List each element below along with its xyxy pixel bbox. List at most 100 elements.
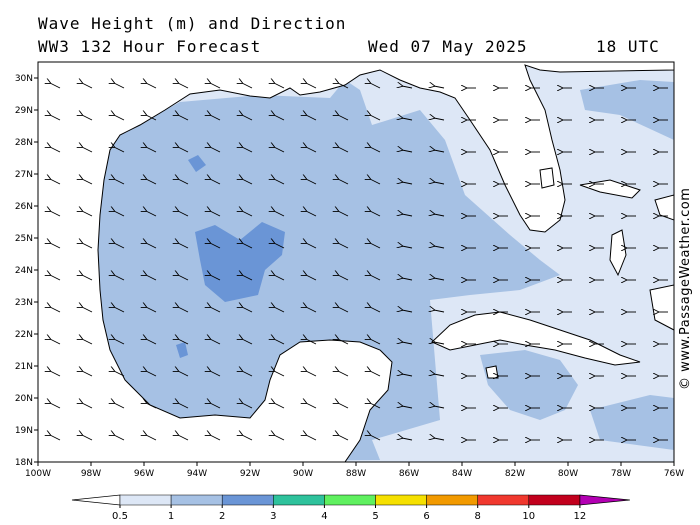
legend-label: 6 — [423, 511, 429, 522]
direction-arrow — [210, 115, 221, 121]
direction-arrow — [178, 115, 189, 121]
direction-arrow — [370, 243, 381, 249]
direction-arrow — [306, 307, 317, 313]
direction-arrow — [434, 374, 445, 377]
forecast-model: WW3 132 Hour Forecast — [38, 37, 262, 56]
land-us-mexico — [38, 62, 674, 462]
direction-arrow — [434, 406, 445, 409]
direction-arrow — [50, 211, 61, 217]
wave-band-2-3m — [195, 222, 285, 302]
direction-arrow — [178, 371, 189, 377]
lat-tick-label: 20N — [15, 394, 33, 404]
direction-arrow — [114, 179, 125, 185]
direction-arrow — [370, 179, 381, 185]
lat-tick-label: 19N — [15, 426, 33, 436]
direction-arrow — [82, 243, 93, 249]
lon-tick-label: 76W — [664, 469, 684, 479]
legend-high-arrow — [579, 494, 630, 506]
direction-arrow — [434, 310, 445, 313]
lon-tick-label: 88W — [346, 469, 366, 479]
direction-arrow — [274, 115, 285, 121]
direction-arrow — [306, 339, 317, 345]
direction-arrow — [50, 403, 61, 409]
direction-arrow — [338, 115, 349, 121]
latitude-ticks: 18N 19N 20N 21N 22N 23N 24N 25N 26N 27N 28N 29N 30N — [15, 74, 38, 468]
direction-arrow — [114, 83, 125, 89]
direction-arrow — [242, 211, 253, 217]
direction-arrow — [146, 435, 157, 441]
wave-band-1-2m-atlantic — [580, 80, 674, 140]
legend-label: 5 — [372, 511, 378, 522]
direction-arrow — [82, 83, 93, 89]
legend-swatch — [528, 494, 581, 506]
direction-arrow — [242, 115, 253, 121]
direction-arrow — [242, 435, 253, 441]
direction-arrow — [210, 371, 221, 377]
direction-arrow — [50, 275, 61, 281]
direction-arrow — [434, 278, 445, 281]
direction-arrow — [50, 179, 61, 185]
credit-text: © www.PassageWeather.com — [678, 187, 693, 390]
direction-arrow — [306, 179, 317, 185]
direction-arrow — [338, 307, 349, 313]
legend-label: 10 — [522, 511, 535, 522]
legend-label: 4 — [321, 511, 327, 522]
direction-arrow — [370, 435, 381, 441]
legend-swatch — [375, 494, 427, 506]
lat-tick-label: 28N — [15, 138, 33, 148]
direction-arrow — [402, 374, 413, 377]
direction-arrow — [210, 275, 221, 281]
direction-arrow — [210, 179, 221, 185]
direction-arrow — [306, 275, 317, 281]
direction-arrow — [178, 179, 189, 185]
direction-arrow — [114, 371, 125, 377]
direction-arrow — [402, 182, 413, 185]
direction-arrow — [50, 307, 61, 313]
direction-arrow — [338, 339, 349, 345]
direction-arrow — [114, 275, 125, 281]
direction-arrow — [50, 115, 61, 121]
direction-arrow — [306, 147, 317, 153]
direction-arrow — [146, 115, 157, 121]
lat-tick-label: 22N — [15, 330, 33, 340]
direction-arrow — [50, 83, 61, 89]
direction-arrow — [370, 307, 381, 313]
lon-tick-label: 82W — [505, 469, 525, 479]
direction-arrow — [50, 339, 61, 345]
lat-tick-label: 23N — [15, 298, 33, 308]
direction-arrow — [178, 339, 189, 345]
direction-arrow — [338, 275, 349, 281]
direction-arrow — [210, 83, 221, 89]
legend-label: 0.5 — [112, 511, 128, 522]
lon-tick-label: 78W — [611, 469, 631, 479]
direction-arrow — [146, 403, 157, 409]
legend-swatch — [324, 494, 376, 506]
direction-arrow — [114, 435, 125, 441]
direction-arrow — [434, 342, 445, 345]
legend-swatch — [477, 494, 530, 506]
direction-arrow — [146, 307, 157, 313]
direction-arrow — [338, 179, 349, 185]
direction-arrow — [274, 371, 285, 377]
direction-arrow — [210, 307, 221, 313]
direction-arrow — [274, 275, 285, 281]
legend-low-arrow — [71, 494, 121, 506]
lon-tick-label: 98W — [81, 469, 101, 479]
direction-arrow — [50, 371, 61, 377]
legend-label: 1 — [168, 511, 174, 522]
lon-tick-label: 90W — [293, 469, 313, 479]
direction-arrow — [178, 83, 189, 89]
direction-arrow — [82, 339, 93, 345]
direction-arrow — [434, 214, 445, 217]
direction-arrow — [402, 214, 413, 217]
direction-arrow — [114, 211, 125, 217]
direction-arrow — [242, 275, 253, 281]
direction-arrow — [178, 211, 189, 217]
legend-swatch — [119, 494, 172, 506]
lat-tick-label: 30N — [15, 74, 33, 84]
wave-band-1-2m-caribbean — [480, 350, 578, 420]
direction-arrow — [370, 403, 381, 409]
lon-tick-label: 84W — [452, 469, 472, 479]
direction-arrow — [114, 307, 125, 313]
direction-arrow — [82, 115, 93, 121]
